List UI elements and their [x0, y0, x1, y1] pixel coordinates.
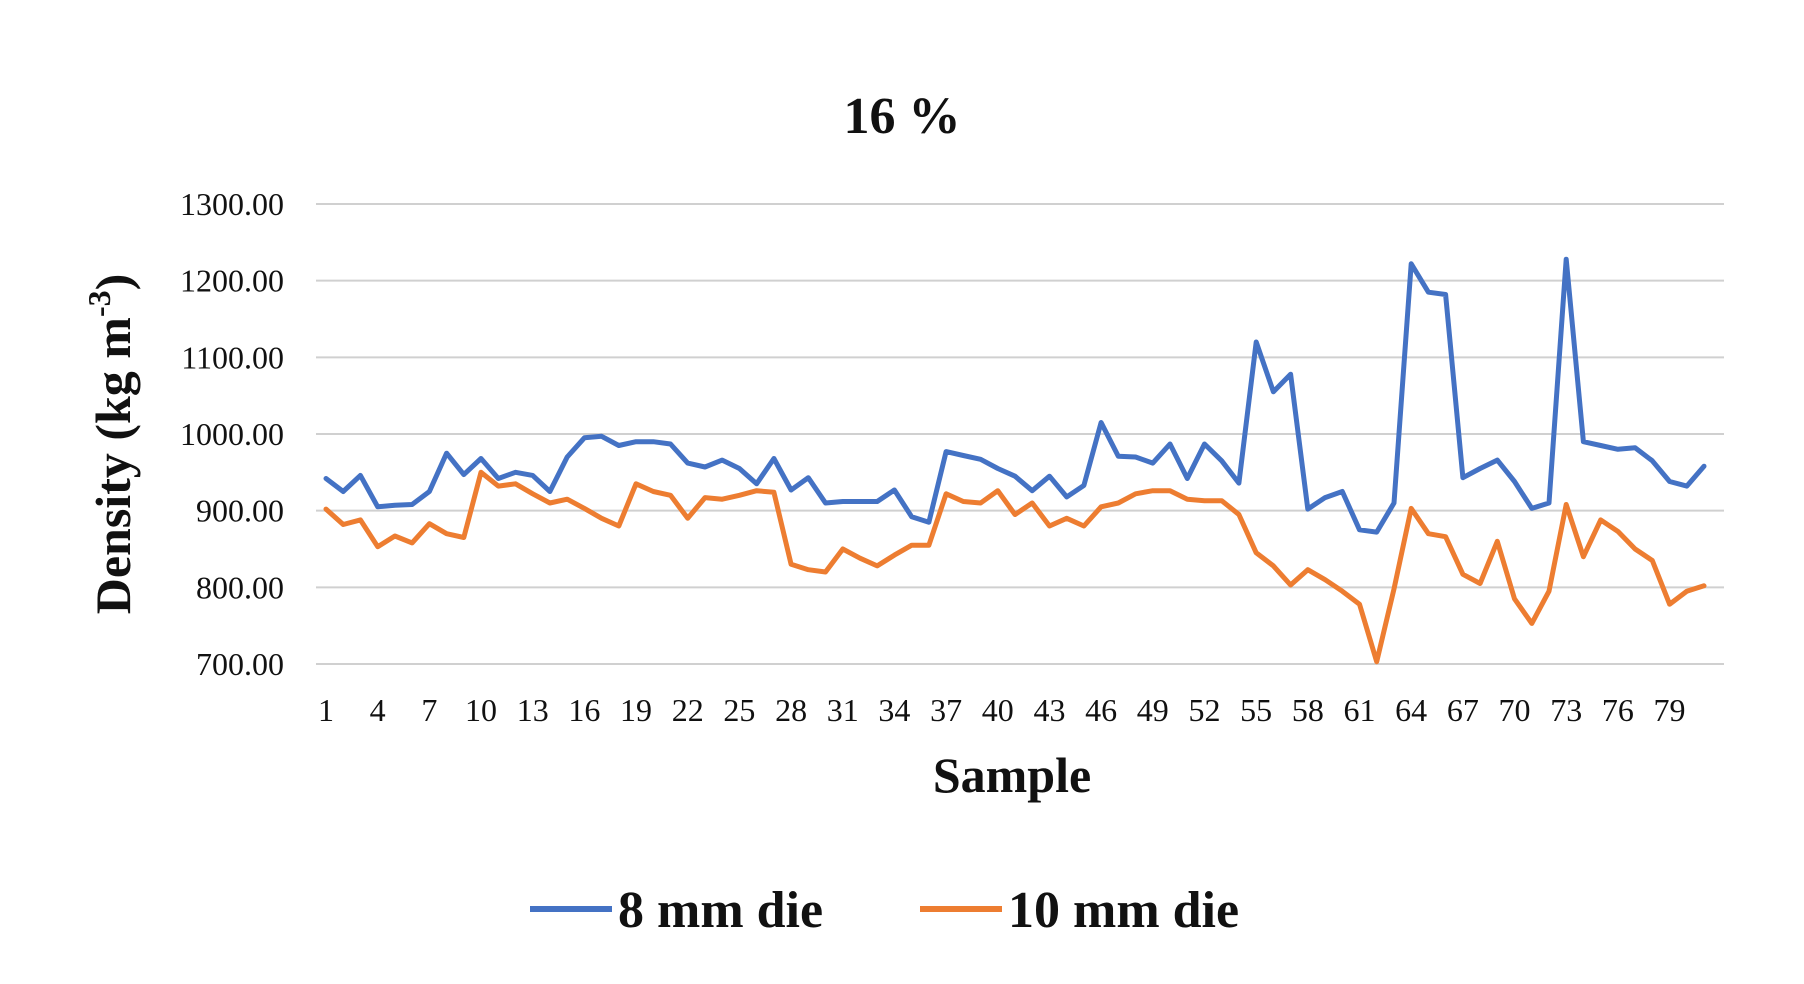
x-tick-label: 70: [1499, 692, 1531, 728]
x-tick-label: 73: [1550, 692, 1582, 728]
y-axis-title-close: ): [85, 274, 141, 291]
x-tick-label: 79: [1654, 692, 1686, 728]
x-tick-label: 22: [672, 692, 704, 728]
x-tick-label: 7: [421, 692, 437, 728]
y-tick-label: 1000.00: [180, 416, 284, 452]
series-line-10mm: [323, 469, 1707, 665]
x-tick-label: 49: [1137, 692, 1169, 728]
x-tick-label: 31: [827, 692, 859, 728]
x-tick-label: 4: [370, 692, 386, 728]
legend: 8 mm die 10 mm die: [530, 882, 1239, 939]
series-lines: [323, 256, 1707, 665]
x-tick-label: 40: [982, 692, 1014, 728]
y-tick-label: 700.00: [196, 646, 284, 682]
x-tick-label: 43: [1033, 692, 1065, 728]
series-line-8mm: [323, 256, 1707, 535]
x-tick-label: 28: [775, 692, 807, 728]
x-tick-label: 52: [1188, 692, 1220, 728]
legend-label-8mm: 8 mm die: [618, 882, 823, 939]
x-tick-label: 37: [930, 692, 962, 728]
y-axis-title: Density (kg m-3): [81, 274, 141, 615]
x-tick-label: 58: [1292, 692, 1324, 728]
chart-title: 16 %: [844, 88, 961, 145]
x-tick-label: 61: [1344, 692, 1376, 728]
y-tick-label: 900.00: [196, 493, 284, 529]
y-tick-label: 1100.00: [181, 339, 284, 375]
x-tick-label: 34: [878, 692, 910, 728]
x-tick-label: 55: [1240, 692, 1272, 728]
x-tick-label: 67: [1447, 692, 1479, 728]
y-axis-title-main: Density (kg m: [85, 317, 141, 614]
x-tick-label: 13: [517, 692, 549, 728]
x-tick-label: 16: [568, 692, 600, 728]
y-tick-label: 800.00: [196, 569, 284, 605]
x-tick-label: 19: [620, 692, 652, 728]
x-tick-label: 10: [465, 692, 497, 728]
x-tick-label: 64: [1395, 692, 1427, 728]
legend-label-10mm: 10 mm die: [1008, 882, 1239, 939]
x-tick-label: 1: [318, 692, 334, 728]
x-axis-title: Sample: [933, 747, 1091, 803]
y-axis-ticks: 700.00 800.00 900.00 1000.00 1100.00 1200.00 1…: [180, 186, 284, 682]
y-tick-label: 1300.00: [180, 186, 284, 222]
y-tick-label: 1200.00: [180, 263, 284, 299]
x-tick-label: 25: [723, 692, 755, 728]
y-axis-title-superscript: -3: [81, 290, 117, 317]
x-tick-label: 76: [1602, 692, 1634, 728]
x-axis-ticks: 1 4 7 10 13 16 19 22 25 28 31 34 37 40 43 46 49 52 55 58 61 6…: [318, 692, 1686, 728]
x-tick-label: 46: [1085, 692, 1117, 728]
